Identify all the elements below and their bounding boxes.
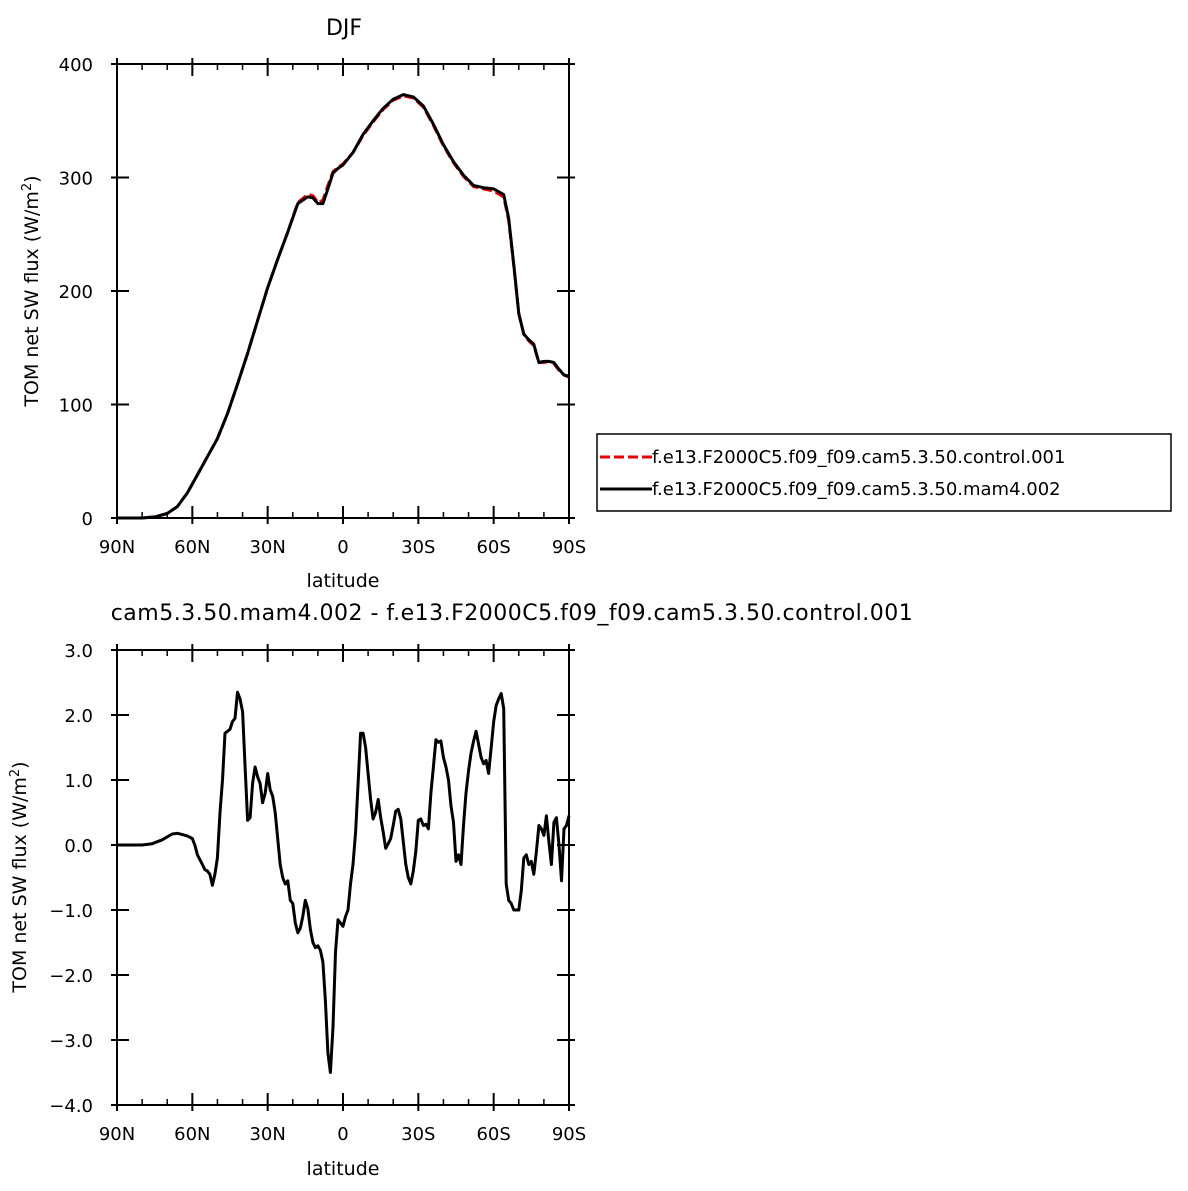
bottom-title: cam5.3.50.mam4.002 - f.e13.F2000C5.f09_f…	[111, 601, 914, 626]
bottom-series-group	[117, 690, 571, 1074]
bottom-x-tick-label: 90N	[99, 1124, 135, 1145]
bottom-y-tick-label: −2.0	[49, 966, 93, 987]
top-x-tick-label: 30S	[401, 537, 435, 558]
bottom-panel: cam5.3.50.mam4.002 - f.e13.F2000C5.f09_f…	[8, 601, 913, 1180]
bottom-y-axis-label-sup: 2	[8, 769, 23, 777]
top-y-axis-label: TOM net SW flux (W/m2)	[20, 175, 43, 407]
top-panel: DJF 90N 60N 30N 0 30S 60S 90S 0 100 200 300 400 lat…	[20, 16, 586, 592]
top-y-axis-label-main: TOM net SW flux (W/m	[21, 191, 43, 408]
bottom-x-tick-label: 30N	[249, 1124, 285, 1145]
top-title: DJF	[326, 16, 362, 41]
legend: f.e13.F2000C5.f09_f09.cam5.3.50.control.…	[596, 433, 1172, 512]
legend-box	[596, 433, 1172, 512]
bottom-series-line-0	[117, 690, 571, 1074]
bottom-y-axis-label-end: )	[9, 761, 31, 768]
top-y-tick-label: 200	[59, 282, 93, 303]
top-x-tick-label: 60N	[174, 537, 210, 558]
bottom-y-tick-label: 0.0	[64, 836, 93, 857]
bottom-ticks-group: 90N 60N 30N 0 30S 60S 90S −4.0 −3.0 −2.0 −1.0 0.0 1.…	[49, 641, 586, 1145]
bottom-y-tick-label: 2.0	[64, 706, 93, 727]
bottom-y-tick-label: −4.0	[49, 1096, 93, 1117]
top-x-tick-label: 0	[337, 537, 348, 558]
top-x-tick-label: 90S	[552, 537, 586, 558]
top-y-axis-label-sup: 2	[20, 183, 35, 191]
bottom-y-tick-label: 1.0	[64, 771, 93, 792]
top-x-axis-label: latitude	[307, 570, 380, 592]
bottom-y-tick-label: −3.0	[49, 1031, 93, 1052]
top-ticks-group: 90N 60N 30N 0 30S 60S 90S 0 100 200 300 400	[59, 55, 587, 558]
bottom-x-tick-label: 0	[337, 1124, 348, 1145]
top-series-group	[117, 93, 570, 520]
bottom-x-tick-label: 30S	[401, 1124, 435, 1145]
top-x-tick-label: 60S	[476, 537, 510, 558]
top-y-tick-label: 300	[59, 169, 93, 190]
bottom-y-axis-label: TOM net SW flux (W/m2)	[8, 761, 31, 993]
bottom-x-tick-label: 90S	[552, 1124, 586, 1145]
bottom-x-tick-label: 60S	[476, 1124, 510, 1145]
bottom-x-tick-label: 60N	[174, 1124, 210, 1145]
legend-label-mam4: f.e13.F2000C5.f09_f09.cam5.3.50.mam4.002	[652, 479, 1061, 500]
bottom-y-axis-label-main: TOM net SW flux (W/m	[9, 777, 31, 994]
legend-label-control: f.e13.F2000C5.f09_f09.cam5.3.50.control.…	[652, 447, 1065, 468]
top-series-line-0	[117, 94, 570, 520]
top-y-tick-label: 0	[82, 509, 93, 530]
bottom-x-axis-label: latitude	[307, 1158, 380, 1180]
bottom-y-tick-label: −1.0	[49, 901, 93, 922]
bottom-y-tick-label: 3.0	[64, 641, 93, 662]
top-x-tick-label: 90N	[99, 537, 135, 558]
top-y-tick-label: 400	[59, 55, 93, 76]
top-series-line-1	[117, 93, 570, 520]
top-x-tick-label: 30N	[249, 537, 285, 558]
bottom-plot-frame	[116, 649, 570, 1106]
top-y-axis-label-end: )	[21, 175, 43, 182]
top-y-tick-label: 100	[59, 396, 93, 417]
top-plot-frame	[116, 63, 570, 519]
